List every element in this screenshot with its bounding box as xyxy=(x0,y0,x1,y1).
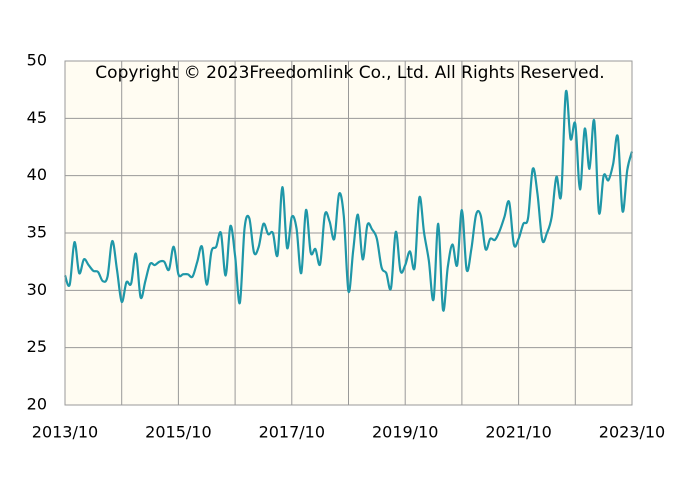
plot-frame xyxy=(64,60,633,406)
x-tick-label: 2019/10 xyxy=(372,423,438,442)
y-tick-label: 40 xyxy=(27,165,47,184)
x-tick-label: 2021/10 xyxy=(485,423,551,442)
x-tick-label: 2013/10 xyxy=(32,423,98,442)
y-tick-label: 50 xyxy=(27,51,47,70)
data-line xyxy=(63,89,634,312)
x-tick-label: 2017/10 xyxy=(259,423,325,442)
y-tick-label: 35 xyxy=(27,223,47,242)
y-tick-label: 20 xyxy=(27,395,47,414)
x-tick-label: 2015/10 xyxy=(145,423,211,442)
y-tick-label: 30 xyxy=(27,280,47,299)
y-tick-label: 25 xyxy=(27,337,47,356)
y-tick-label: 45 xyxy=(27,108,47,127)
x-tick-label: 2023/10 xyxy=(599,423,665,442)
lines xyxy=(63,89,634,312)
copyright-annotation: Copyright © 2023Freedomlink Co., Ltd. Al… xyxy=(95,63,604,83)
